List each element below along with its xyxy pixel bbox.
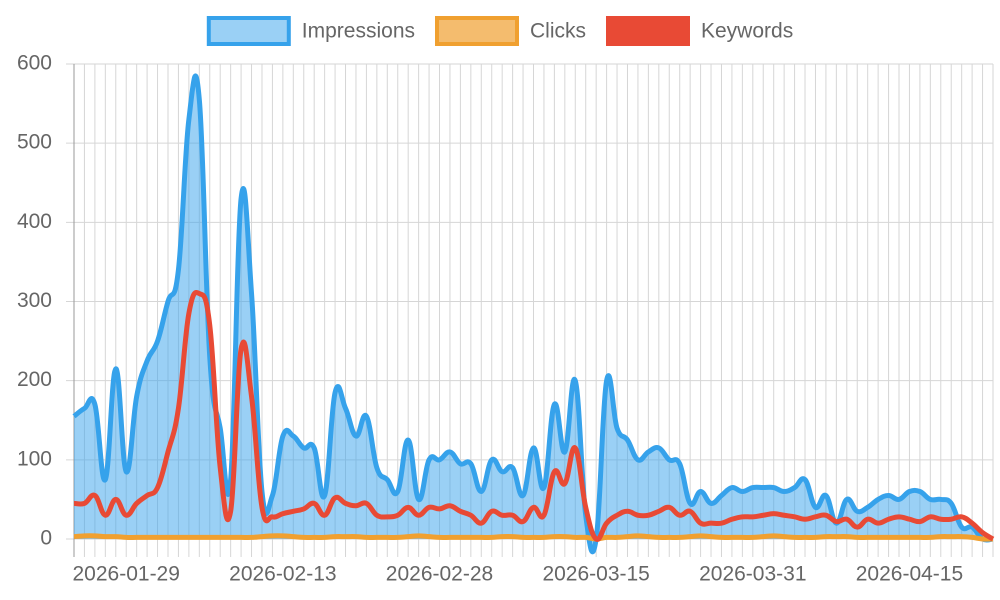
y-tick-label: 300 <box>17 289 52 312</box>
y-tick-label: 600 <box>17 52 52 75</box>
legend-swatch <box>606 16 690 46</box>
series-line <box>73 533 994 542</box>
legend-label: Keywords <box>701 20 793 43</box>
series-area <box>74 75 993 552</box>
legend-item: Keywords <box>606 16 793 46</box>
x-tick-label: 2026-04-15 <box>856 563 963 586</box>
legend: Impressions Clicks Keywords <box>206 16 793 46</box>
series-line <box>72 73 994 555</box>
legend-item: Clicks <box>435 16 586 46</box>
legend-label: Impressions <box>302 20 415 43</box>
x-tick-label: 2026-03-15 <box>542 563 649 586</box>
y-tick-label: 200 <box>17 368 52 391</box>
y-tick-label: 0 <box>40 527 52 550</box>
x-tick-label: 2026-02-28 <box>386 563 493 586</box>
x-tick-label: 2026-01-29 <box>73 563 180 586</box>
x-tick-label: 2026-02-13 <box>229 563 336 586</box>
legend-swatch <box>435 16 519 46</box>
legend-swatch <box>206 16 291 46</box>
x-tick-label: 2026-03-31 <box>699 563 806 586</box>
legend-label: Clicks <box>530 20 586 43</box>
legend-item: Impressions <box>206 16 415 46</box>
series-line <box>73 290 995 542</box>
y-tick-label: 100 <box>17 447 52 470</box>
y-tick-label: 400 <box>17 210 52 233</box>
y-tick-label: 500 <box>17 131 52 154</box>
